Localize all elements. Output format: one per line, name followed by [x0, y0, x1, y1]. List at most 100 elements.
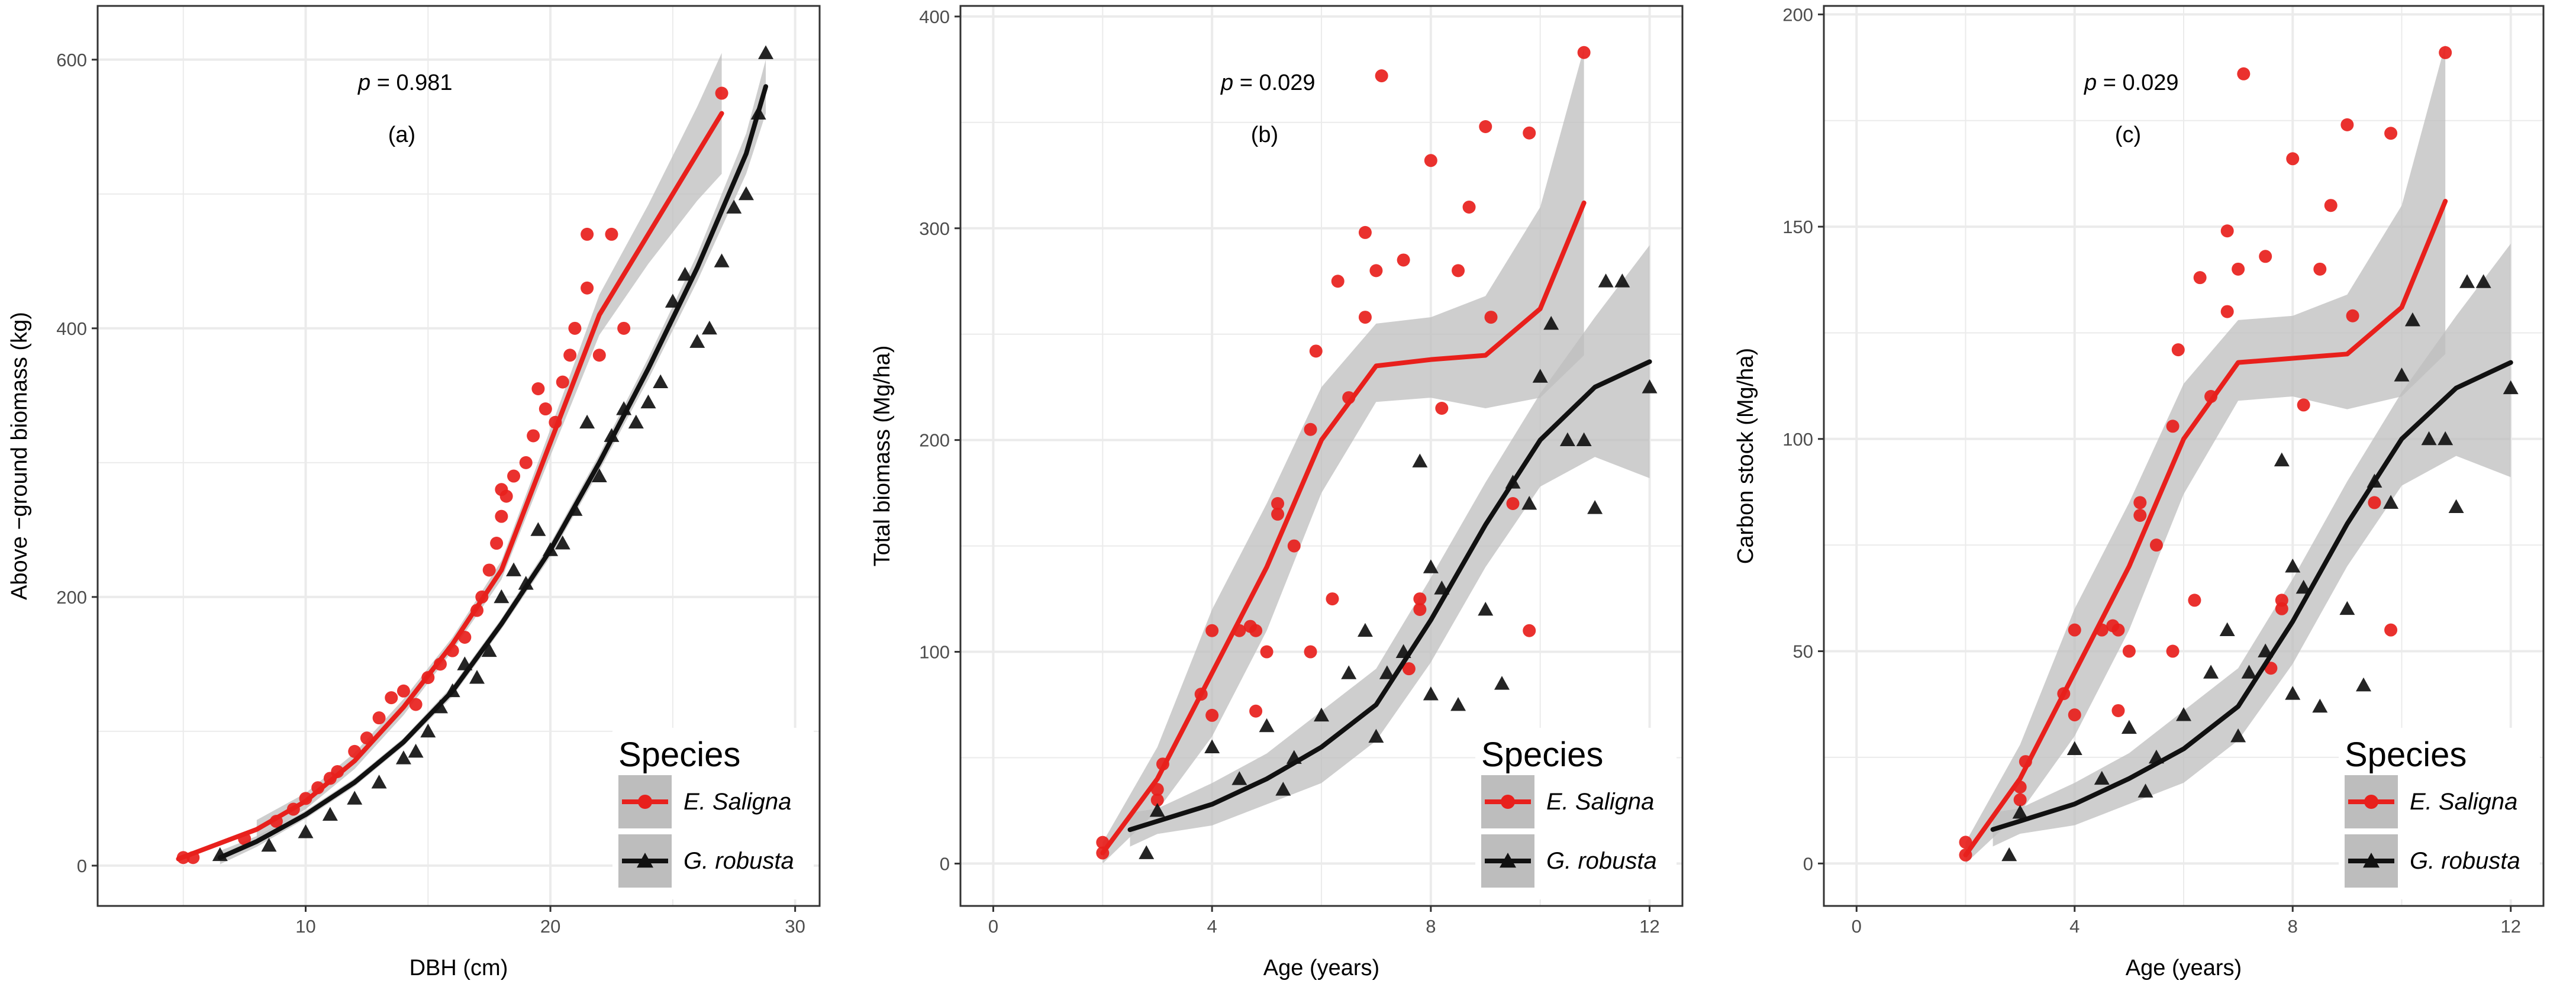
data-point-robusta: [2274, 452, 2290, 467]
data-point-saligna: [617, 321, 631, 335]
legend-label: G. robusta: [684, 848, 794, 874]
data-point-saligna: [2013, 793, 2027, 807]
data-point-saligna: [519, 456, 533, 469]
data-point-saligna: [2149, 538, 2163, 552]
fit-line-robusta: [1127, 359, 1652, 833]
data-point-robusta: [1494, 676, 1510, 690]
data-point-saligna: [482, 563, 496, 577]
legend-title: Species: [618, 736, 740, 774]
data-point-robusta: [1314, 707, 1329, 722]
data-point-robusta: [653, 374, 669, 389]
data-point-saligna: [2111, 623, 2125, 637]
x-tick-label: 30: [785, 916, 805, 937]
data-point-robusta: [2312, 698, 2328, 713]
data-point-saligna: [1326, 592, 1339, 606]
y-axis-title: Above −ground biomass (kg): [7, 312, 32, 600]
confidence-band-saligna: [1965, 44, 2446, 864]
data-point-robusta: [2503, 380, 2519, 395]
p-value-text: = 0.029: [2097, 70, 2178, 95]
p-symbol: p: [2084, 70, 2097, 95]
legend-item-robusta: G. robusta: [618, 834, 794, 888]
data-point-robusta: [1423, 686, 1439, 701]
data-point-saligna: [2220, 305, 2234, 318]
y-tick-label: 0: [940, 853, 950, 874]
data-point-robusta: [2356, 677, 2371, 692]
panel-3: 0 4 8 12 0 50 100 150 200 Age (years) Carbon stock…: [1733, 4, 2545, 980]
legend-label: E. Saligna: [2410, 789, 2517, 815]
y-tick-label: 50: [1793, 641, 1813, 662]
data-point-robusta: [408, 743, 424, 758]
legend-item-saligna: E. Saligna: [618, 775, 791, 828]
legend-item-saligna: E. Saligna: [2345, 775, 2517, 828]
data-point-robusta: [677, 267, 693, 281]
data-point-robusta: [1204, 739, 1220, 753]
data-point-robusta: [261, 837, 277, 852]
data-point-saligna: [527, 429, 540, 443]
data-point-saligna: [2368, 496, 2381, 509]
data-point-saligna: [2346, 309, 2359, 322]
data-point-saligna: [2384, 623, 2398, 637]
p-value-annotation: p = 0.029: [2084, 70, 2179, 95]
data-point-robusta: [347, 791, 363, 805]
data-point-saligna: [1358, 311, 1372, 324]
data-point-saligna: [495, 509, 508, 523]
data-point-saligna: [1413, 592, 1427, 606]
data-point-saligna: [2166, 420, 2180, 433]
panel-1: 10 20 30 0 200 400 600 DBH (cm) Above −ground bi…: [7, 5, 821, 980]
p-value-annotation: p = 0.029: [1220, 70, 1316, 95]
data-point-saligna: [2220, 224, 2234, 238]
data-point-robusta: [1275, 782, 1291, 796]
data-point-robusta: [2285, 686, 2301, 700]
data-point-saligna: [1271, 497, 1285, 511]
data-point-robusta: [726, 199, 742, 214]
data-point-saligna: [1577, 46, 1591, 59]
data-point-robusta: [1412, 453, 1428, 467]
legend: Species E. Saligna G. robusta: [1475, 728, 1677, 899]
fit-line-saligna: [1100, 200, 1587, 856]
data-point-saligna: [556, 375, 569, 389]
data-point-saligna: [2171, 343, 2185, 357]
legend-title: Species: [1481, 736, 1603, 774]
x-axis-title: Age (years): [2126, 956, 2242, 980]
data-point-saligna: [372, 711, 386, 725]
y-tick-label: 100: [919, 642, 950, 663]
legend-label: E. Saligna: [1546, 789, 1654, 815]
legend-key-symbol: [638, 795, 652, 809]
x-tick-label: 10: [295, 916, 315, 937]
data-point-robusta: [1368, 728, 1384, 743]
data-point-saligna: [1287, 539, 1301, 553]
data-point-saligna: [2439, 46, 2452, 59]
data-point-robusta: [554, 536, 570, 550]
y-tick-label: 400: [56, 318, 87, 339]
legend-key-symbol: [2364, 795, 2378, 809]
data-point-robusta: [469, 670, 485, 684]
data-point-robusta: [1423, 559, 1439, 573]
y-tick-label: 400: [919, 7, 950, 27]
data-point-saligna: [2297, 398, 2310, 412]
data-point-robusta: [1379, 665, 1395, 679]
data-point-saligna: [1506, 497, 1520, 511]
data-point-saligna: [1413, 602, 1427, 616]
fit-line-robusta: [217, 84, 769, 860]
data-point-saligna: [1402, 662, 1416, 676]
legend-item-robusta: G. robusta: [2345, 834, 2520, 888]
data-point-saligna: [2313, 262, 2327, 276]
data-point-robusta: [665, 293, 681, 308]
legend-label: G. robusta: [1546, 848, 1657, 874]
data-point-saligna: [2264, 662, 2278, 675]
y-axis-title: Total biomass (Mg/ha): [870, 346, 895, 567]
panel-label: (c): [2115, 122, 2141, 147]
x-axis-title: DBH (cm): [410, 956, 508, 980]
legend-item-robusta: G. robusta: [1481, 834, 1657, 888]
data-point-robusta: [420, 723, 436, 738]
data-point-saligna: [581, 227, 594, 241]
legend-key-symbol: [1501, 795, 1515, 809]
data-point-saligna: [1260, 645, 1274, 659]
data-point-saligna: [396, 684, 410, 698]
data-point-saligna: [1150, 794, 1164, 807]
data-point-robusta: [481, 643, 497, 657]
x-axis-title: Age (years): [1263, 956, 1379, 980]
y-tick-label: 200: [56, 587, 87, 608]
data-point-robusta: [758, 45, 774, 59]
